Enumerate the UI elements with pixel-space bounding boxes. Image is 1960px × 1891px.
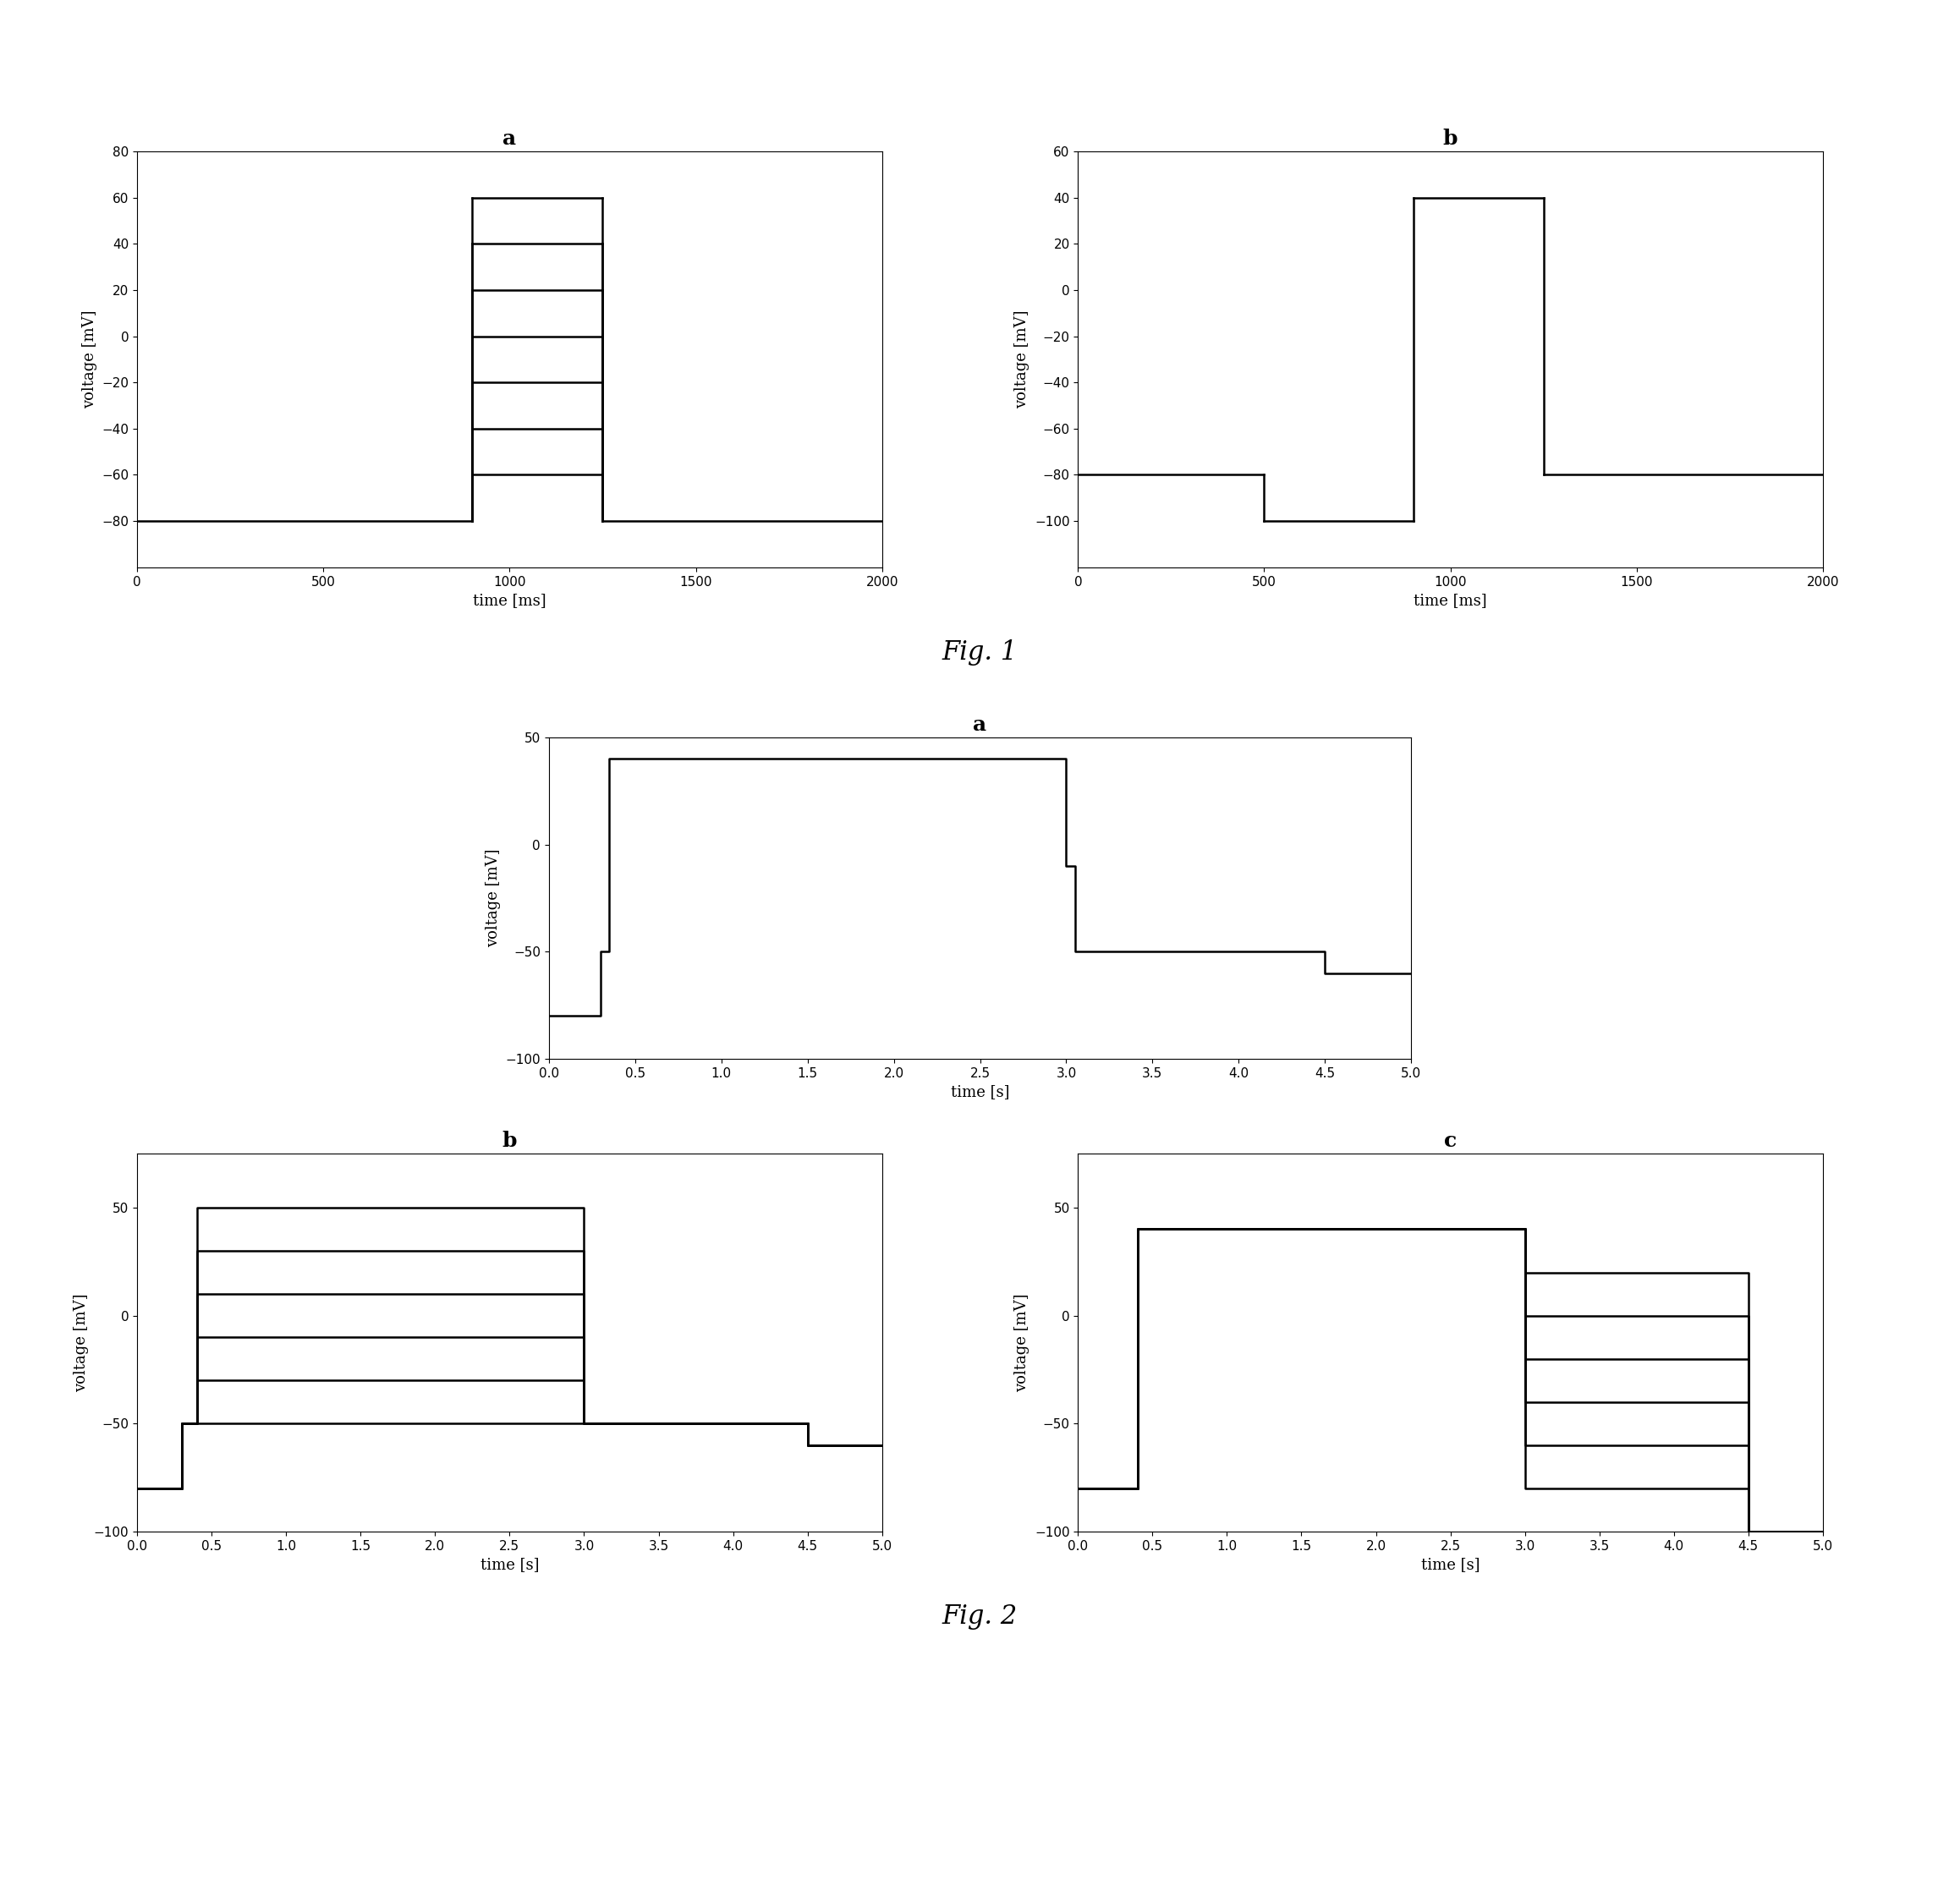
Text: Fig. 2: Fig. 2 — [943, 1604, 1017, 1630]
Text: Fig. 1: Fig. 1 — [943, 639, 1017, 666]
X-axis label: time [s]: time [s] — [480, 1558, 539, 1573]
Y-axis label: voltage [mV]: voltage [mV] — [82, 310, 98, 408]
Title: c: c — [1445, 1131, 1456, 1152]
X-axis label: time [s]: time [s] — [951, 1085, 1009, 1101]
Title: b: b — [502, 1131, 517, 1152]
X-axis label: time [ms]: time [ms] — [1413, 594, 1488, 609]
Title: a: a — [974, 715, 986, 736]
X-axis label: time [ms]: time [ms] — [472, 594, 547, 609]
X-axis label: time [s]: time [s] — [1421, 1558, 1480, 1573]
Y-axis label: voltage [mV]: voltage [mV] — [1015, 310, 1029, 408]
Y-axis label: voltage [mV]: voltage [mV] — [74, 1293, 88, 1392]
Title: a: a — [504, 129, 515, 149]
Y-axis label: voltage [mV]: voltage [mV] — [486, 849, 500, 947]
Y-axis label: voltage [mV]: voltage [mV] — [1015, 1293, 1029, 1392]
Title: b: b — [1443, 129, 1458, 149]
